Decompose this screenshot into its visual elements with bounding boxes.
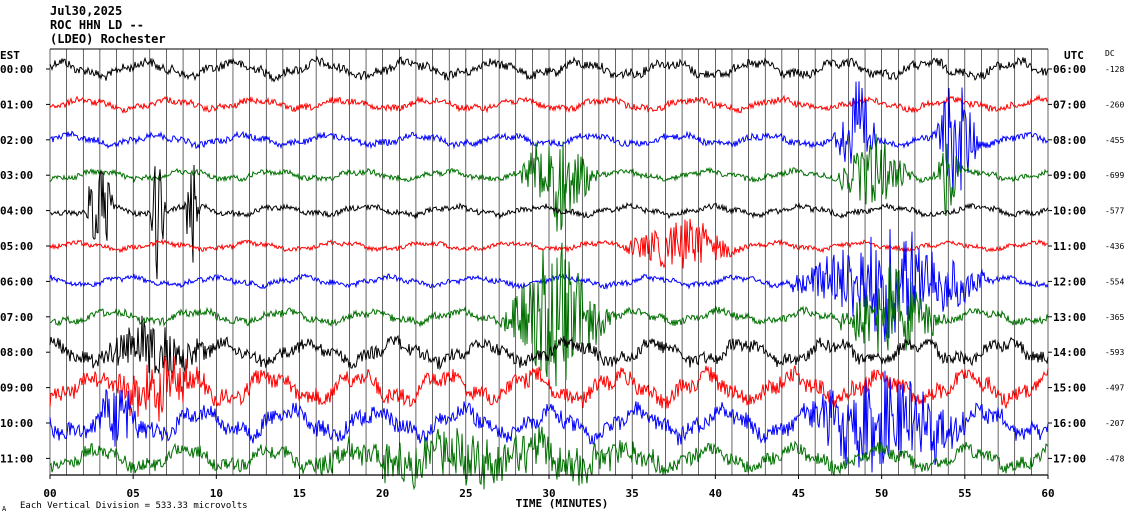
x-tick-label: 05 bbox=[127, 487, 140, 500]
trace-0000 bbox=[49, 55, 1049, 83]
est-label: 00:00 bbox=[0, 63, 33, 76]
x-axis-title: TIME (MINUTES) bbox=[516, 497, 609, 510]
corner-mark: A bbox=[2, 505, 7, 513]
est-label: 07:00 bbox=[0, 311, 33, 324]
trace-0400 bbox=[49, 164, 1049, 280]
utc-label: 17:00 bbox=[1053, 452, 1086, 465]
trace-0800 bbox=[49, 315, 1049, 377]
utc-label: 07:00 bbox=[1053, 98, 1086, 111]
est-axis-label: EST bbox=[0, 49, 20, 62]
trace-0700 bbox=[49, 242, 1049, 387]
est-label: 01:00 bbox=[0, 98, 33, 111]
utc-label: 09:00 bbox=[1053, 169, 1086, 182]
x-tick-label: 20 bbox=[376, 487, 389, 500]
est-label: 08:00 bbox=[0, 346, 33, 359]
plot-frame bbox=[46, 48, 1052, 479]
utc-label: 16:00 bbox=[1053, 417, 1086, 430]
x-tick-label: 45 bbox=[792, 487, 805, 500]
dc-value: -497 bbox=[1105, 384, 1124, 393]
dc-value: -593 bbox=[1105, 348, 1124, 357]
header-date: Jul30,2025 bbox=[50, 4, 123, 18]
x-tick-label: 00 bbox=[43, 487, 56, 500]
x-tick-label: 50 bbox=[875, 487, 888, 500]
x-tick-label: 25 bbox=[459, 487, 472, 500]
trace-0100 bbox=[49, 93, 1049, 114]
dc-value: -699 bbox=[1105, 171, 1124, 180]
est-label: 03:00 bbox=[0, 169, 33, 182]
scale-note: Each Vertical Division = 533.33 microvol… bbox=[20, 501, 248, 511]
est-label: 09:00 bbox=[0, 382, 33, 395]
trace-0500 bbox=[49, 218, 1049, 269]
utc-label: 14:00 bbox=[1053, 346, 1086, 359]
utc-label: 15:00 bbox=[1053, 382, 1086, 395]
trace-1000 bbox=[49, 370, 1049, 473]
x-tick-label: 55 bbox=[958, 487, 971, 500]
dc-value: -260 bbox=[1105, 100, 1124, 109]
dc-value: -577 bbox=[1105, 207, 1124, 216]
trace-0900 bbox=[49, 355, 1049, 422]
x-tick-label: 30 bbox=[542, 487, 555, 500]
est-label: 05:00 bbox=[0, 240, 33, 253]
est-label: 04:00 bbox=[0, 205, 33, 218]
dc-value: -478 bbox=[1105, 454, 1124, 463]
trace-1100 bbox=[49, 426, 1049, 491]
utc-label: 12:00 bbox=[1053, 275, 1086, 288]
trace-0300 bbox=[49, 133, 1049, 232]
x-tick-label: 40 bbox=[709, 487, 722, 500]
est-label: 06:00 bbox=[0, 275, 33, 288]
dc-value: -207 bbox=[1105, 419, 1124, 428]
dc-axis-label: DC bbox=[1105, 49, 1115, 58]
dc-value: -554 bbox=[1105, 277, 1124, 286]
dc-value: -455 bbox=[1105, 136, 1124, 145]
x-tick-label: 15 bbox=[293, 487, 306, 500]
utc-label: 10:00 bbox=[1053, 205, 1086, 218]
dc-value: -128 bbox=[1105, 65, 1124, 74]
utc-label: 08:00 bbox=[1053, 134, 1086, 147]
utc-axis-label: UTC bbox=[1064, 49, 1084, 62]
est-label: 02:00 bbox=[0, 134, 33, 147]
x-tick-label: 10 bbox=[210, 487, 223, 500]
est-label: 11:00 bbox=[0, 452, 33, 465]
x-tick-label: 35 bbox=[626, 487, 639, 500]
axis-labels: 00:00 06:00 -128 01:00 07:00 -260 02:00 08:00 -4… bbox=[0, 49, 1124, 510]
header-station: ROC HHN LD -- bbox=[50, 18, 144, 32]
seismic-traces bbox=[49, 55, 1049, 491]
x-tick-label: 60 bbox=[1041, 487, 1054, 500]
est-label: 10:00 bbox=[0, 417, 33, 430]
dc-value: -436 bbox=[1105, 242, 1124, 251]
utc-label: 13:00 bbox=[1053, 311, 1086, 324]
utc-label: 11:00 bbox=[1053, 240, 1086, 253]
trace-0600 bbox=[49, 229, 1049, 342]
dc-value: -365 bbox=[1105, 313, 1124, 322]
header-network: (LDEO) Rochester bbox=[50, 32, 166, 46]
utc-label: 06:00 bbox=[1053, 63, 1086, 76]
trace-0200 bbox=[49, 81, 1049, 196]
